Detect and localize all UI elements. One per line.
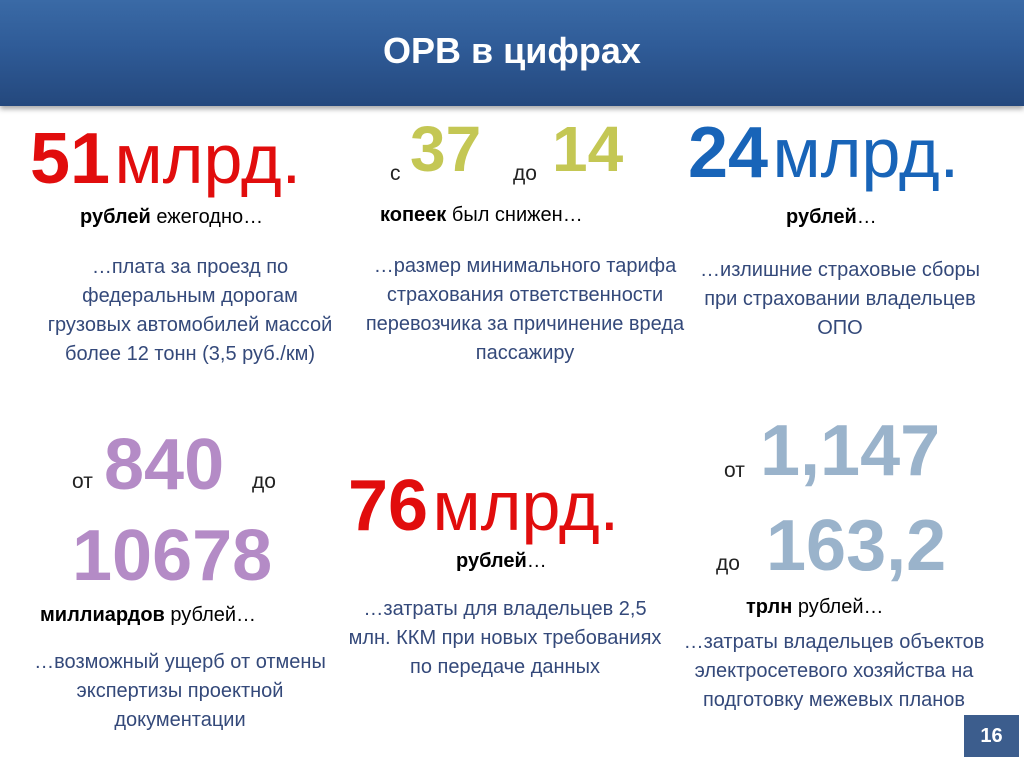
grid-caption-bold: трлн — [746, 596, 793, 618]
insurance-description: …излишние страховые сборы при страховани… — [700, 259, 980, 339]
expertise-description: …возможный ущерб от отмены экспертизы пр… — [34, 651, 326, 731]
tariff-from-word: с — [390, 162, 401, 185]
tariff-to-value: 14 — [552, 113, 624, 185]
expertise-caption-bold: миллиардов — [40, 604, 165, 626]
toll-description: …плата за проезд по федеральным дорогам … — [47, 256, 333, 365]
insurance-unit: млрд. — [772, 114, 960, 192]
toll-caption-bold: рублей — [80, 206, 151, 228]
toll-unit: млрд. — [114, 120, 302, 198]
kkm-description: …затраты для владельцев 2,5 млн. ККМ при… — [348, 598, 662, 678]
grid-to-word: до — [716, 552, 740, 575]
insurance-caption-rest: … — [856, 206, 877, 228]
insurance-caption: рублей… — [786, 206, 877, 229]
grid-from-word: от — [724, 459, 745, 482]
expertise-caption-rest: рублей… — [164, 604, 257, 626]
toll-amount: 51 млрд. — [30, 118, 301, 200]
insurance-number: 24 — [688, 113, 769, 193]
kkm-caption-bold: рублей — [456, 550, 527, 572]
tariff-from-value: 37 — [410, 113, 482, 185]
kkm-amount: 76 млрд. — [348, 465, 619, 547]
tariff-caption: копеек был снижен… — [380, 204, 583, 227]
toll-caption-rest: ежегодно… — [150, 206, 264, 228]
tariff-caption-rest: был снижен… — [446, 204, 583, 226]
kkm-unit: млрд. — [432, 467, 620, 545]
insurance-amount: 24 млрд. — [688, 112, 959, 194]
expertise-to-value: 10678 — [72, 516, 273, 596]
grid-caption-rest: рублей… — [792, 596, 884, 618]
kkm-caption: рублей… — [456, 550, 547, 573]
tariff-caption-bold: копеек — [380, 204, 447, 226]
expertise-caption: миллиардов рублей… — [40, 604, 256, 627]
grid-description: …затраты владельцев объектов электросете… — [683, 631, 985, 711]
toll-number: 51 — [30, 119, 111, 199]
expertise-from-value: 840 — [104, 425, 225, 505]
kkm-caption-rest: … — [526, 550, 547, 572]
toll-caption: рублей ежегодно… — [80, 206, 263, 229]
slide-title: ОРВ в цифрах — [383, 30, 641, 71]
insurance-caption-bold: рублей — [786, 206, 857, 228]
grid-to-value: 163,2 — [766, 506, 947, 586]
tariff-to-word: до — [513, 162, 537, 185]
expertise-from-word: от — [72, 470, 93, 493]
grid-caption: трлн рублей… — [746, 596, 884, 619]
expertise-to-word: до — [252, 470, 276, 493]
page-number-badge: 16 — [964, 715, 1019, 757]
grid-from-value: 1,147 — [760, 411, 941, 491]
slide-header: ОРВ в цифрах — [0, 0, 1024, 106]
tariff-description: …размер минимального тарифа страхования … — [365, 255, 685, 364]
kkm-number: 76 — [348, 466, 429, 546]
